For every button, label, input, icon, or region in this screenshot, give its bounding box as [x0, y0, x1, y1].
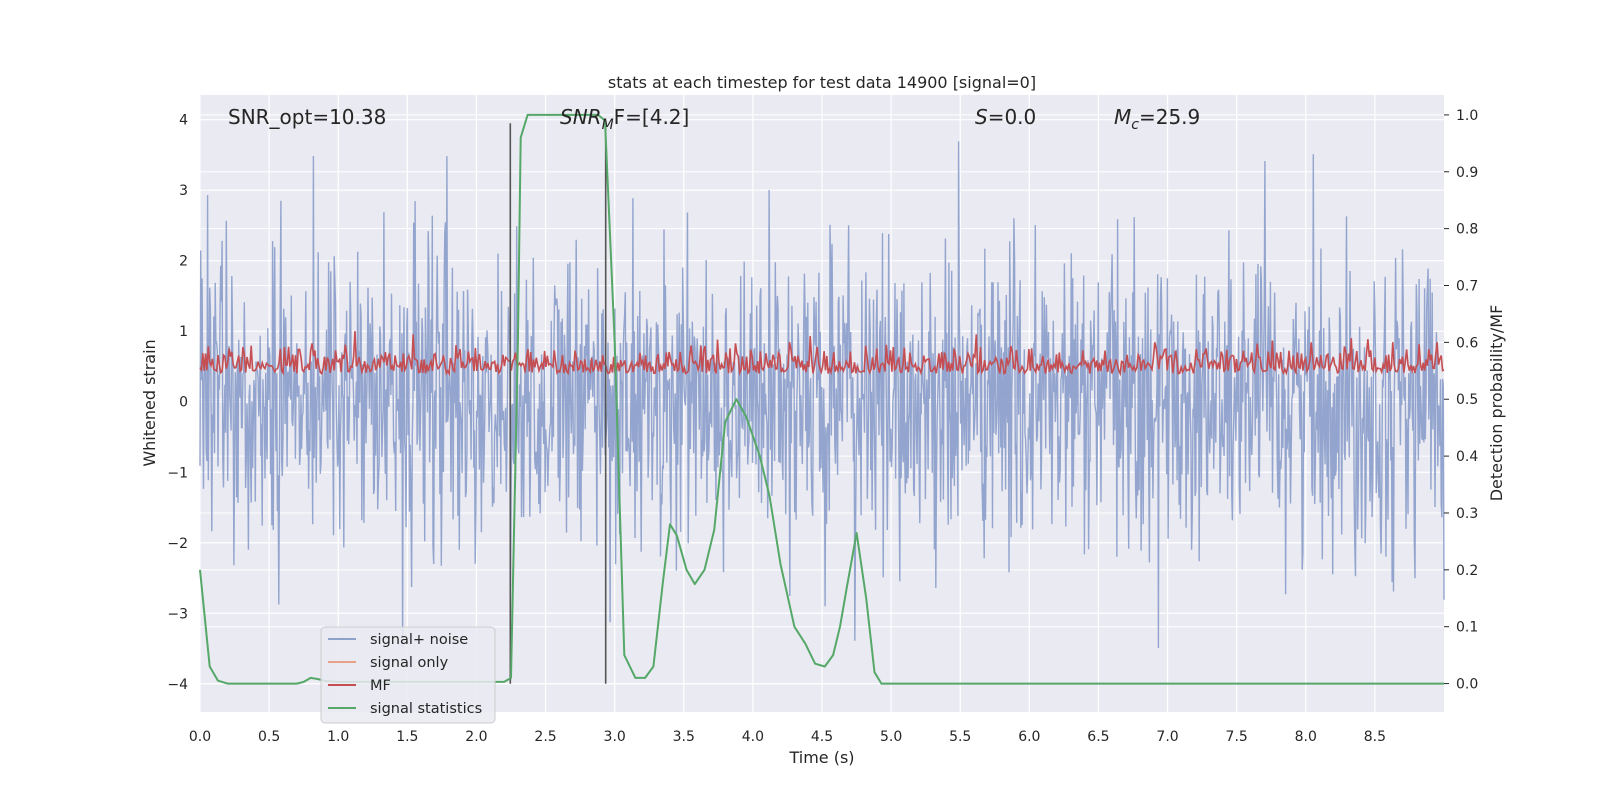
s-annotation: S=0.0 [975, 105, 1036, 129]
x-tick-label: 0.0 [189, 729, 211, 745]
snr-mf-subscript: M [602, 117, 614, 133]
chart-title: stats at each timestep for test data 149… [608, 73, 1036, 92]
snr-mf-value: F=[4.2] [614, 105, 690, 129]
signal-noise-line [199, 141, 1445, 649]
left-y-axis-label: Whitened strain [140, 339, 159, 466]
right-y-tick-label: 0.3 [1456, 506, 1478, 522]
snr-mf-symbol: SNR [560, 105, 602, 129]
mf-series [199, 331, 1445, 377]
left-y-axis-ticks: 4 3 2 1 0 −1 −2 −3 −4 [167, 113, 188, 693]
right-y-tick-label: 0.6 [1456, 335, 1478, 351]
x-axis-ticks: 0.0 0.5 1.0 1.5 2.0 2.5 3.0 3.5 4.0 4.5 5.0 5.5 6.0 6… [189, 729, 1386, 745]
x-tick-label: 5.5 [949, 729, 971, 745]
left-y-tick-label: −3 [167, 606, 188, 622]
left-y-tick-label: −1 [167, 465, 188, 481]
mc-annotation: Mc=25.9 [1114, 105, 1200, 133]
right-y-tick-label: 0.0 [1456, 677, 1478, 693]
left-y-tick-label: 1 [179, 324, 188, 340]
x-tick-label: 2.0 [465, 729, 487, 745]
x-tick-label: 4.5 [811, 729, 833, 745]
snr-mf-annotation: SNRMF=[4.2] [560, 105, 689, 133]
right-y-tick-label: 0.7 [1456, 279, 1478, 295]
right-y-tick-label: 0.9 [1456, 165, 1478, 181]
legend-box [320, 626, 496, 724]
legend-label-signal-statistics: signal statistics [370, 701, 482, 717]
vertical-markers [509, 123, 607, 684]
x-tick-label: 6.0 [1018, 729, 1040, 745]
right-y-tick-label: 0.8 [1456, 222, 1478, 238]
x-tick-label: 3.0 [604, 729, 626, 745]
x-tick-label: 0.5 [258, 729, 280, 745]
right-y-axis-label: Detection probability/MF [1487, 305, 1506, 502]
x-tick-label: 8.5 [1364, 729, 1386, 745]
x-tick-label: 8.0 [1295, 729, 1317, 745]
legend-label-mf: MF [370, 678, 391, 694]
left-y-tick-label: −2 [167, 536, 188, 552]
x-tick-label: 5.0 [880, 729, 902, 745]
left-y-tick-label: 0 [179, 395, 188, 411]
left-y-tick-label: 3 [179, 183, 188, 199]
x-axis-label: Time (s) [788, 748, 854, 767]
right-y-tick-label: 0.1 [1456, 620, 1478, 636]
left-y-tick-label: 4 [179, 113, 188, 129]
right-y-tick-label: 0.4 [1456, 449, 1478, 465]
legend-label-signal-only: signal only [370, 655, 449, 671]
x-tick-label: 3.5 [673, 729, 695, 745]
legend-label-signal-noise: signal+ noise [370, 632, 468, 648]
right-y-tick-label: 1.0 [1456, 108, 1478, 124]
right-y-axis-ticks: 1.0 0.9 0.8 0.7 0.6 0.5 0.4 0.3 0.2 0.1 0.0 [1444, 108, 1478, 693]
right-y-tick-label: 0.5 [1456, 392, 1478, 408]
legend: signal+ noise signal only MF signal stat… [320, 626, 496, 724]
s-value: =0.0 [988, 105, 1037, 129]
mc-value: =25.9 [1139, 105, 1200, 129]
mc-symbol: M [1114, 105, 1131, 129]
mf-line [199, 331, 1445, 377]
right-y-tick-label: 0.2 [1456, 563, 1478, 579]
s-symbol: S [975, 105, 988, 129]
x-tick-label: 1.5 [396, 729, 418, 745]
x-tick-label: 4.0 [742, 729, 764, 745]
left-y-tick-label: 2 [179, 254, 188, 270]
x-tick-label: 7.0 [1156, 729, 1178, 745]
x-tick-label: 1.0 [327, 729, 349, 745]
snr-opt-annotation: SNR_opt=10.38 [228, 105, 386, 129]
mc-subscript: c [1131, 117, 1139, 133]
signal-noise-series [199, 141, 1445, 649]
left-y-tick-label: −4 [167, 677, 188, 693]
x-tick-label: 7.5 [1226, 729, 1248, 745]
x-tick-label: 6.5 [1087, 729, 1109, 745]
x-tick-label: 2.5 [534, 729, 556, 745]
